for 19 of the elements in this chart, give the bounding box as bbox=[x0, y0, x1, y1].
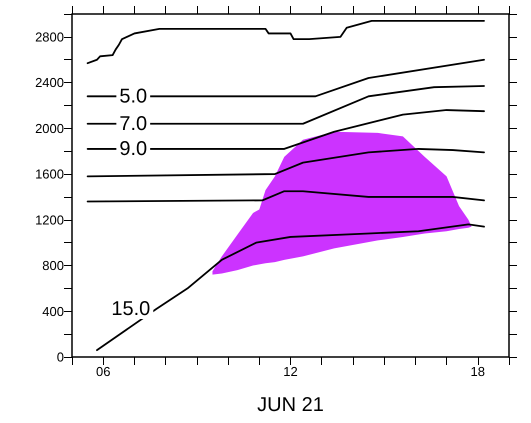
y-tick-label: 400 bbox=[42, 304, 64, 319]
y-tick-label: 2400 bbox=[35, 75, 64, 90]
series-label: 15.0 bbox=[111, 298, 150, 320]
x-axis-title: JUN 21 bbox=[257, 394, 324, 416]
y-tick-label: 2800 bbox=[35, 29, 64, 44]
x-tick-label: 12 bbox=[283, 364, 298, 379]
line-series bbox=[96, 223, 485, 352]
series-label: 5.0 bbox=[119, 85, 148, 108]
x-tick-label: 18 bbox=[470, 364, 486, 379]
y-tick-label: 1200 bbox=[35, 212, 64, 228]
y-tick-label: 2000 bbox=[35, 120, 64, 136]
line-series bbox=[86, 190, 485, 202]
line-series bbox=[86, 20, 485, 64]
y-tick-label: 1600 bbox=[35, 166, 64, 182]
series-label: 7.0 bbox=[119, 112, 148, 135]
y-tick-label: 0 bbox=[56, 350, 64, 364]
x-tick-label: 06 bbox=[96, 364, 110, 379]
series-label: 9.0 bbox=[119, 138, 148, 160]
y-tick-label: 800 bbox=[42, 258, 64, 274]
